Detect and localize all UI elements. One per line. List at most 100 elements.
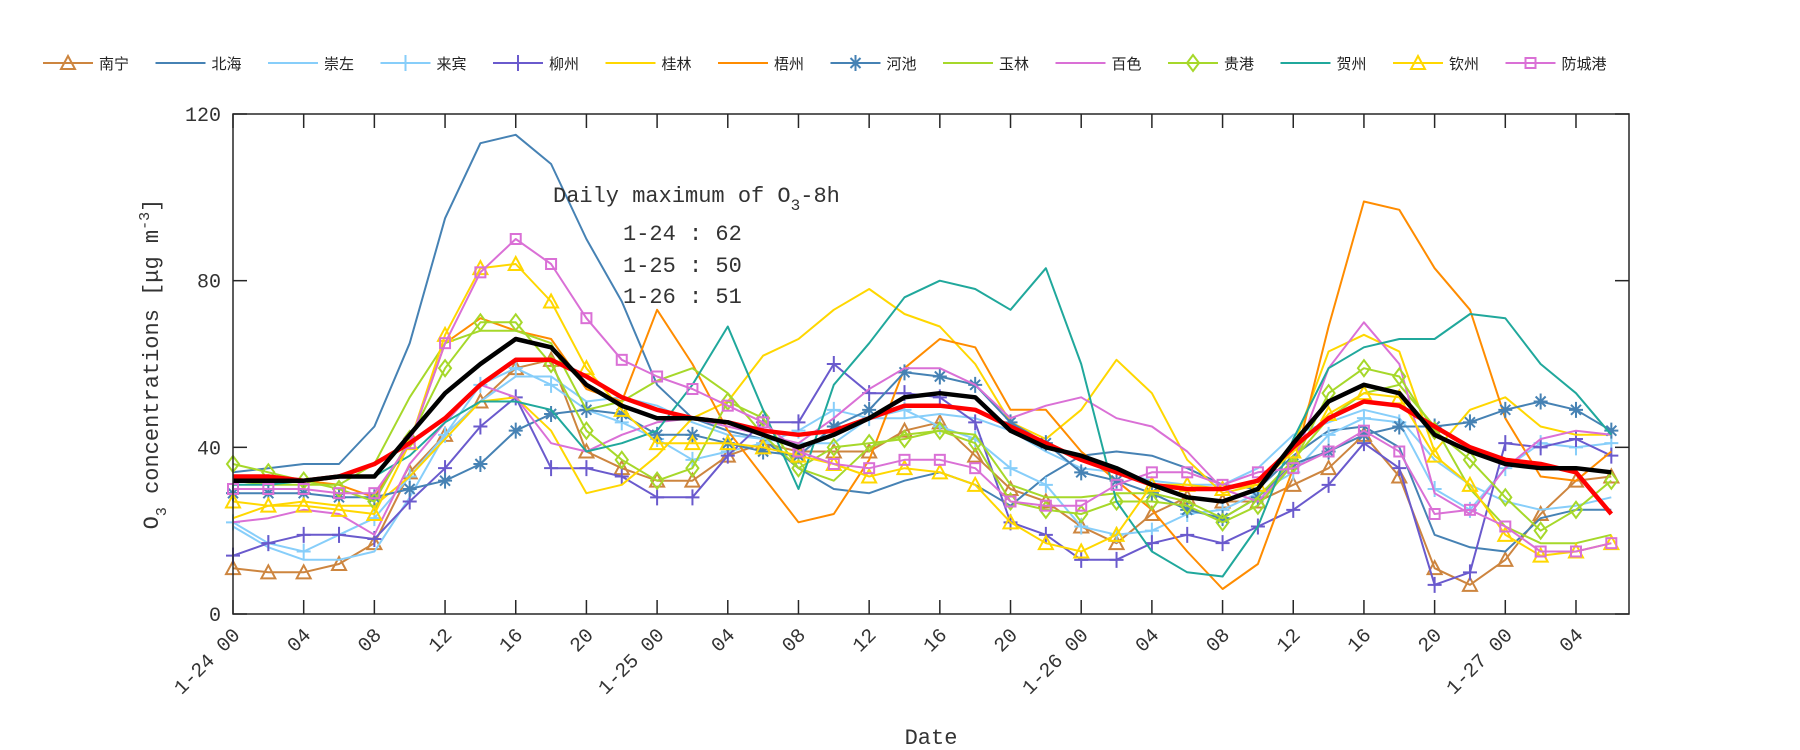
triangle-marker <box>1496 525 1514 542</box>
triangle-marker <box>613 400 631 417</box>
asterisk-marker <box>508 422 523 439</box>
square-marker <box>1004 495 1017 508</box>
diamond-marker <box>1286 454 1301 474</box>
diamond-marker <box>473 312 488 333</box>
square-marker <box>1287 462 1300 475</box>
legend-label: 来宾 <box>437 55 467 73</box>
plus-marker <box>826 356 841 372</box>
daily-max-annotation: Daily maximum of O3-8h 1-24 : 62 1-25 : … <box>553 184 840 310</box>
legend-item: 防城港 <box>1505 55 1607 73</box>
square-marker <box>721 399 734 412</box>
triangle-marker <box>1461 475 1479 492</box>
square-marker <box>262 483 275 495</box>
diamond-marker <box>331 479 347 499</box>
square-marker <box>1110 478 1123 491</box>
plus-marker <box>1427 481 1442 497</box>
triangle-marker <box>1107 534 1126 551</box>
triangle-marker <box>1425 446 1444 463</box>
legend-label: 桂林 <box>662 55 692 73</box>
square-marker <box>1569 545 1582 558</box>
triangle-marker <box>365 504 384 521</box>
series-line <box>232 133 1612 553</box>
x-tick-label: 16 <box>1344 625 1377 658</box>
legend-label: 钦州 <box>1449 55 1479 73</box>
square-marker <box>1039 499 1052 512</box>
square-marker <box>1145 466 1158 479</box>
plus-marker <box>508 360 523 377</box>
diamond-marker <box>1109 491 1124 512</box>
x-tick-label: 16 <box>495 625 528 658</box>
x-tick-label: 08 <box>354 625 387 658</box>
legend-item: 柳州 <box>493 55 579 73</box>
x-axis-label: Date <box>905 726 958 750</box>
plus-marker <box>1321 426 1336 443</box>
plus-marker <box>1215 535 1230 552</box>
series-贺州 <box>233 267 1613 578</box>
square-marker <box>509 233 522 245</box>
diamond-marker <box>579 420 594 441</box>
x-tick-label: 08 <box>1202 625 1235 658</box>
square-marker <box>368 487 381 500</box>
triangle-marker <box>259 563 278 580</box>
triangle-marker <box>895 459 914 476</box>
legend-item: 贺州 <box>1280 55 1367 73</box>
triangle-marker <box>789 446 808 463</box>
x-tick-label: 1-27 00 <box>1443 625 1519 701</box>
plus-marker <box>332 526 347 543</box>
plus-marker <box>544 460 559 477</box>
triangle-marker <box>1001 513 1020 530</box>
diamond-marker <box>1568 500 1584 520</box>
triangle-marker <box>1425 559 1444 576</box>
y-tick-label: 40 <box>197 438 221 461</box>
x-tick-label: 04 <box>283 625 316 658</box>
plus-marker <box>1498 435 1513 452</box>
diamond-marker <box>1498 487 1513 508</box>
square-marker <box>439 337 452 350</box>
plus-marker <box>579 460 594 477</box>
asterisk-marker <box>756 443 771 460</box>
triangle-marker <box>860 467 878 484</box>
legend-item: 百色 <box>1055 55 1142 73</box>
triangle-marker <box>895 421 914 438</box>
legend-item: 梧州 <box>718 55 804 73</box>
legend-label: 崇左 <box>324 55 354 73</box>
square-marker <box>757 416 770 429</box>
diamond-marker <box>1356 358 1372 378</box>
series-layer <box>224 133 1621 593</box>
series-line <box>233 336 1612 504</box>
square-marker <box>1524 57 1537 69</box>
legend-label: 河池 <box>887 55 917 73</box>
triangle-marker <box>966 475 984 492</box>
square-marker <box>1499 520 1512 533</box>
plus-marker <box>1038 476 1053 493</box>
square-marker <box>1251 466 1264 479</box>
plus-marker <box>1533 439 1548 456</box>
plus-marker <box>1427 576 1442 593</box>
square-marker <box>1181 466 1194 479</box>
legend-item: 北海 <box>155 55 242 73</box>
legend-item: 钦州 <box>1393 53 1479 73</box>
y-tick-label: 0 <box>209 605 221 628</box>
plus-marker <box>473 418 488 435</box>
annotation-title: Daily maximum of O3-8h <box>553 184 840 215</box>
legend-item: 崇左 <box>268 55 354 73</box>
legend-label: 百色 <box>1112 55 1142 73</box>
x-tick-label: 1-25 00 <box>594 625 670 701</box>
plus-marker <box>261 535 276 552</box>
plus-marker <box>544 376 559 393</box>
legend-item: 南宁 <box>43 53 129 73</box>
triangle-marker <box>1390 467 1408 484</box>
legend-label: 梧州 <box>774 55 804 73</box>
triangle-marker <box>1531 504 1550 521</box>
diamond-marker <box>685 458 700 478</box>
plus-marker <box>650 489 665 506</box>
x-tick-label: 08 <box>778 625 811 658</box>
diamond-marker <box>1179 495 1195 516</box>
diamond-marker <box>755 408 771 428</box>
square-marker <box>827 458 840 470</box>
triangle-marker <box>330 500 348 517</box>
plus-marker <box>1462 564 1477 581</box>
x-tick-label: 20 <box>1414 625 1447 658</box>
triangle-marker <box>1531 546 1550 563</box>
asterisk-marker <box>1462 414 1477 431</box>
